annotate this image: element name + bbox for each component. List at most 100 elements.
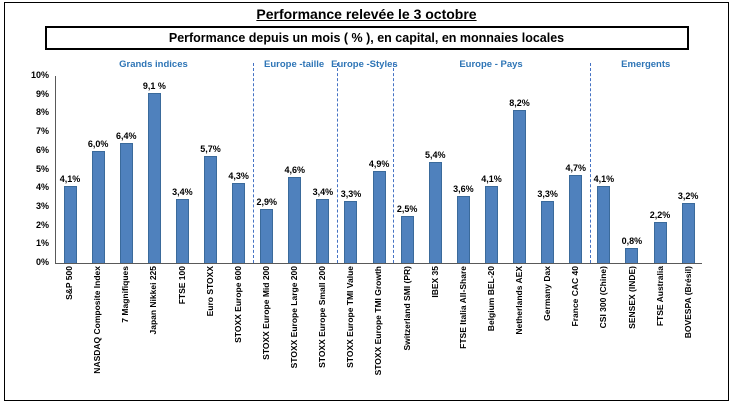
- y-tick-label: 4%: [35, 182, 49, 193]
- x-axis-label: Belgium BEL-20: [485, 266, 496, 332]
- y-axis: 0% 1% 2% 3% 4% 5% 6% 7% 8% 9% 10%: [5, 50, 55, 290]
- x-axis-label: 7 Magnifiques: [120, 266, 131, 323]
- bar-column: 2,5%: [393, 76, 421, 263]
- x-label-cell: Switzerland SMI (PR): [393, 266, 421, 392]
- bar-column: 2,2%: [646, 76, 674, 263]
- bar-column: 6,4%: [112, 76, 140, 263]
- x-axis-label: STOXX Europe 600: [232, 266, 243, 343]
- x-axis-label: Japan Nikkei 225: [148, 266, 159, 335]
- chart-subtitle: Performance depuis un mois ( % ), en cap…: [44, 26, 689, 50]
- x-axis-label: FTSE Italia All-Share: [457, 266, 468, 349]
- group-label: Europe -Styles: [331, 59, 398, 70]
- x-label-cell: STOXX Europe 600: [224, 266, 252, 392]
- bar: [119, 143, 133, 263]
- x-axis-label: FTSE 100: [176, 266, 187, 305]
- group-label: Grands indices: [119, 59, 188, 70]
- bar-value-label: 6,0%: [87, 138, 109, 149]
- x-axis-label: IBEX 35: [429, 266, 440, 298]
- x-label-cell: STOXX Europe TMI Growth: [364, 266, 392, 392]
- bar: [344, 201, 358, 263]
- bar: [232, 182, 246, 263]
- plot-bars: 4,1% 6,0% 6,4% 9,1 % 3,4% 5,7% 4,3% 2,9% 4,6% 3,4…: [56, 76, 702, 263]
- bar-value-label: 3,3%: [340, 189, 362, 200]
- bar-value-label: 4,1%: [59, 174, 81, 185]
- x-label-cell: CSI 300 (Chine): [589, 266, 617, 392]
- x-axis-label: SENSEX (INDE): [626, 266, 637, 329]
- x-label-cell: Netherlands AEX: [505, 266, 533, 392]
- bar: [681, 203, 695, 263]
- bar: [456, 195, 470, 263]
- y-tick-label: 10%: [30, 70, 49, 80]
- bar: [260, 208, 274, 263]
- bar-column: 4,7%: [562, 76, 590, 263]
- bar-value-label: 3,3%: [537, 189, 558, 200]
- group-label: Emergents: [621, 59, 671, 70]
- bar-column: 4,3%: [225, 76, 253, 263]
- bar: [204, 156, 218, 263]
- bar-column: 3,4%: [168, 76, 196, 263]
- y-tick-label: 5%: [35, 163, 49, 174]
- bar-value-label: 4,6%: [284, 164, 306, 175]
- x-axis-label: Switzerland SMI (PR): [401, 266, 412, 351]
- bar: [541, 201, 555, 263]
- x-label-cell: S&P 500: [55, 266, 83, 392]
- bar: [597, 186, 611, 263]
- group-separator: [252, 63, 254, 263]
- bar-value-label: 5,7%: [200, 144, 221, 155]
- group-labels: Grands indices Europe -taille Europe -Styl…: [55, 59, 702, 73]
- x-label-cell: FTSE Italia All-Share: [449, 266, 477, 392]
- bar-value-label: 2,2%: [649, 209, 671, 220]
- x-axis-label: NASDAQ Composite Index: [92, 266, 103, 374]
- bar-column: 8,2%: [506, 76, 534, 263]
- bar: [147, 92, 161, 263]
- bar-value-label: 9,1 %: [142, 80, 166, 91]
- bar-column: 3,6%: [449, 76, 477, 263]
- x-label-cell: 7 Magnifiques: [111, 266, 139, 392]
- y-tick-label: 2%: [35, 219, 49, 230]
- bar: [91, 150, 105, 263]
- bar-column: 3,4%: [309, 76, 337, 263]
- bar-value-label: 0,8%: [621, 236, 643, 247]
- x-label-cell: STOXX Europe Small 200: [308, 266, 336, 392]
- plot-area: 4,1% 6,0% 6,4% 9,1 % 3,4% 5,7% 4,3% 2,9% 4,6% 3,4…: [55, 63, 702, 264]
- bar-column: 3,3%: [534, 76, 562, 263]
- bar: [569, 175, 583, 263]
- x-axis-label: STOXX Europe Large 200: [289, 266, 300, 369]
- bar-column: 5,7%: [196, 76, 224, 263]
- y-tick-label: 3%: [35, 200, 49, 211]
- y-tick-label: 1%: [35, 238, 49, 249]
- bar: [513, 109, 527, 263]
- bar-value-label: 2,5%: [396, 204, 418, 215]
- bar-value-label: 4,7%: [565, 163, 586, 174]
- x-labels: S&P 500 NASDAQ Composite Index 7 Magnifiqu…: [55, 266, 702, 392]
- bar: [428, 162, 442, 263]
- bar: [316, 199, 330, 263]
- x-axis-label: S&P 500: [64, 266, 75, 300]
- x-label-cell: IBEX 35: [421, 266, 449, 392]
- bar-column: 4,1%: [590, 76, 618, 263]
- x-axis-label: Euro STOXX: [204, 266, 215, 317]
- y-tick-label: 7%: [35, 126, 49, 137]
- bar-value-label: 3,2%: [677, 191, 699, 202]
- x-label-cell: Euro STOXX: [196, 266, 224, 392]
- group-label: Europe -taille: [264, 59, 325, 70]
- x-label-cell: Germany Dax: [533, 266, 561, 392]
- bar: [288, 176, 302, 263]
- bar-column: 4,1%: [477, 76, 505, 263]
- bar-value-label: 3,6%: [453, 183, 474, 194]
- x-label-cell: STOXX Europe Large 200: [280, 266, 308, 392]
- group-separator: [393, 63, 395, 263]
- group-separator: [589, 63, 591, 263]
- bar-value-label: 3,4%: [312, 187, 334, 198]
- bar-value-label: 8,2%: [509, 97, 530, 108]
- x-axis-label: STOXX Europe Small 200: [317, 266, 328, 368]
- y-tick-label: 8%: [35, 107, 49, 118]
- bar: [484, 186, 498, 263]
- bar: [175, 199, 189, 263]
- x-axis-label: STOXX Europe TMI Value: [345, 266, 356, 368]
- bar-column: 5,4%: [421, 76, 449, 263]
- bar-column: 3,2%: [674, 76, 702, 263]
- bar-value-label: 5,4%: [425, 150, 446, 161]
- group-label: Europe - Pays: [459, 59, 523, 70]
- x-label-cell: STOXX Europe Mid 200: [252, 266, 280, 392]
